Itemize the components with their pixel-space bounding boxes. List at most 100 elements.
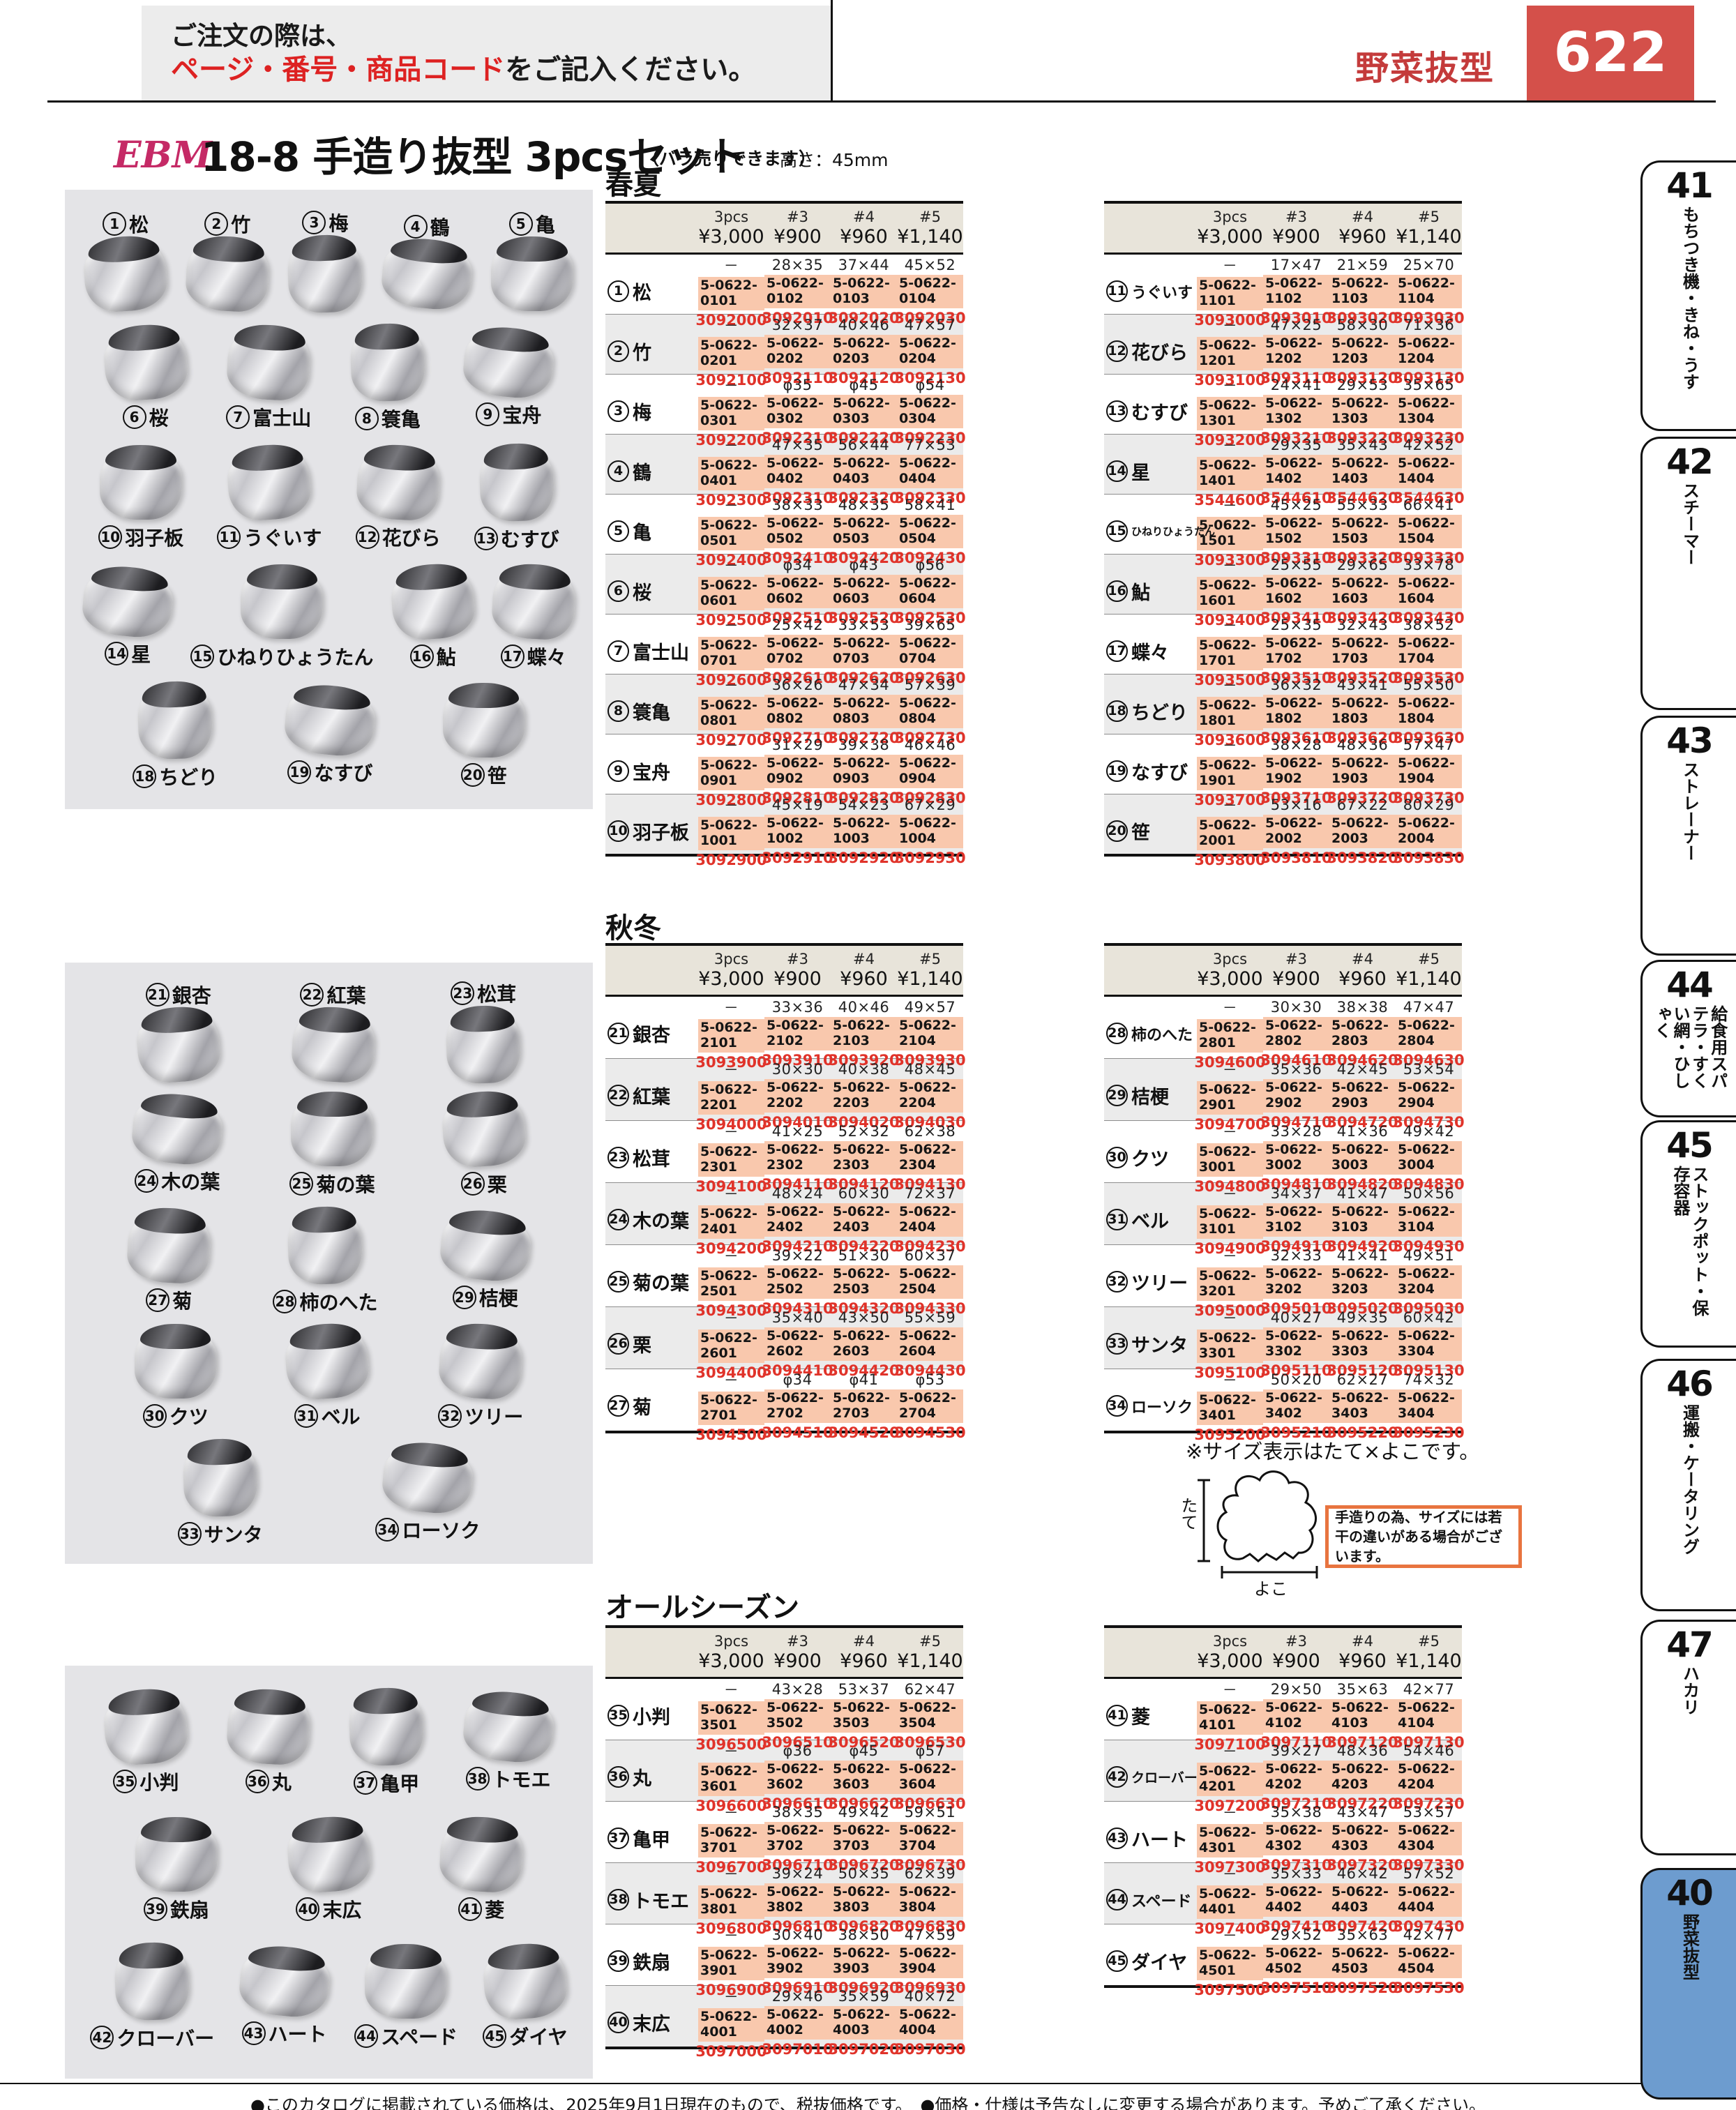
item-number: 20 xyxy=(1106,820,1128,843)
price-cell: 46×46 5-0622-0904 3092830 xyxy=(894,734,966,808)
product-code: 5-0622-1102 xyxy=(1263,275,1329,308)
photo-label-text: ちどり xyxy=(159,765,218,789)
product-code: 5-0622-0802 xyxy=(764,695,831,728)
column-qty: #4 xyxy=(1352,1633,1373,1650)
ref-code: 3092820 xyxy=(828,789,900,806)
ref-code: 3097130 xyxy=(1393,1733,1465,1751)
table-row: 30 クツ－ 5-0622-3001 3094800 33×28 5-0622-3002 3… xyxy=(1104,1120,1465,1195)
cutter-image xyxy=(481,1945,569,2021)
size-value: － xyxy=(723,797,739,814)
product-code: 5-0622-3604 xyxy=(897,1761,963,1794)
product-code: 5-0622-0603 xyxy=(831,575,897,608)
column-price: ¥960 xyxy=(840,225,888,248)
price-table-header: 3pcs ¥3,000 #3 ¥900 #4 ¥960 #5 ¥1,140 xyxy=(1104,201,1462,255)
price-cell: 48×36 5-0622-1903 3093720 xyxy=(1327,734,1398,808)
size-value: 35×63 xyxy=(1336,1927,1389,1943)
product-name: 鶴 xyxy=(633,462,651,485)
cutter-image xyxy=(287,239,364,314)
item-number: 25 xyxy=(607,1271,629,1293)
product-code: 5-0622-1003 xyxy=(831,815,897,848)
photo-label-text: 梅 xyxy=(329,212,349,236)
photo-label-text: 小判 xyxy=(139,1771,179,1795)
price-cell: 25×35 5-0622-1702 3093510 xyxy=(1260,615,1331,688)
ref-code: 3092110 xyxy=(762,369,833,386)
size-value: 49×42 xyxy=(1403,1123,1455,1140)
size-value: 35×33 xyxy=(1270,1865,1322,1882)
item-number: 20 xyxy=(460,762,485,787)
ref-code: 3097230 xyxy=(1393,1795,1465,1812)
product-code: 5-0622-1801 xyxy=(1197,697,1263,730)
column-qty: #5 xyxy=(919,209,941,226)
cutter-image xyxy=(349,327,426,403)
table-row: 27 菊－ 5-0622-2701 3094500 φ34 5-0622-2702 3094… xyxy=(605,1369,966,1443)
section-label: オールシーズン xyxy=(605,1592,799,1624)
price-cell: 43×28 5-0622-3502 3096510 xyxy=(762,1679,833,1753)
cutter-image xyxy=(379,240,474,312)
size-value: 53×37 xyxy=(838,1681,890,1698)
size-value: 53×57 xyxy=(1403,1804,1455,1821)
ref-code: 3093000 xyxy=(1194,311,1266,329)
sidebar-tab-label: もちつき機・きね・うす xyxy=(1680,206,1700,390)
ref-code: 3094900 xyxy=(1194,1239,1266,1257)
ref-code: 3094600 xyxy=(1194,1053,1266,1071)
size-value: 32×37 xyxy=(771,317,824,333)
photo-label: 19 なすび xyxy=(287,758,372,786)
size-note: ※サイズ表示はたて×よこです。 xyxy=(1186,1440,1480,1463)
product-name: 桔梗 xyxy=(1131,1087,1169,1109)
ref-code: 3095220 xyxy=(1327,1424,1398,1441)
size-value: φ34 xyxy=(783,1371,813,1388)
ref-code: 3092330 xyxy=(894,489,966,506)
product-code: 5-0622-3601 xyxy=(698,1763,764,1796)
product-code: 5-0622-1402 xyxy=(1263,455,1329,488)
ref-code: 3094700 xyxy=(1194,1115,1266,1133)
ref-code: 3093630 xyxy=(1393,729,1465,746)
column-qty: 3pcs xyxy=(1212,951,1248,968)
ref-code: 3094720 xyxy=(1327,1113,1398,1131)
size-value: 21×59 xyxy=(1336,257,1389,273)
ref-code: 3093320 xyxy=(1327,549,1398,566)
ref-code: 3093820 xyxy=(1327,849,1398,866)
item-number: 40 xyxy=(607,2012,629,2034)
size-value: 25×70 xyxy=(1403,257,1455,273)
ref-code: 3097500 xyxy=(1194,1981,1266,1998)
product-code: 5-0622-3104 xyxy=(1396,1203,1462,1237)
photo-label-text: 栗 xyxy=(487,1173,507,1196)
photo-label-text: ベル xyxy=(321,1406,361,1429)
ref-code: 3095230 xyxy=(1393,1424,1465,1441)
price-cell: 59×51 5-0622-3704 3096730 xyxy=(894,1802,965,1876)
size-value: － xyxy=(723,317,739,334)
column-header: #3 ¥900 xyxy=(1263,1628,1329,1677)
photo-label: 9 宝舟 xyxy=(476,400,541,428)
cutter-image xyxy=(137,684,214,760)
price-cell: 25×70 5-0622-1104 3093030 xyxy=(1393,255,1464,329)
column-qty: #4 xyxy=(853,1633,875,1650)
item-number: 42 xyxy=(90,2025,114,2049)
ref-code: 3544610 xyxy=(1260,489,1332,506)
photo-row: 33 サンタ 34 ローソク xyxy=(65,1442,593,1548)
product-code: 5-0622-0503 xyxy=(831,515,897,548)
ref-code: 3093830 xyxy=(1393,849,1465,866)
product-code: 5-0622-3402 xyxy=(1263,1389,1329,1423)
product-code: 5-0622-3304 xyxy=(1396,1327,1462,1361)
product-name: スペード xyxy=(1131,1892,1192,1911)
ref-code: 3094330 xyxy=(894,1299,966,1317)
product-code: 5-0622-4304 xyxy=(1396,1822,1462,1855)
ref-code: 3093610 xyxy=(1260,729,1332,746)
column-qty: #3 xyxy=(787,209,808,226)
item-number: 18 xyxy=(133,764,157,788)
photo-label-text: 竹 xyxy=(231,213,251,237)
price-cell: 49×35 5-0622-3303 3095120 xyxy=(1327,1307,1398,1381)
item-number: 28 xyxy=(273,1289,297,1313)
column-price: ¥1,140 xyxy=(897,967,963,990)
ref-code: 3096530 xyxy=(894,1733,966,1751)
column-qty: #5 xyxy=(919,1633,941,1650)
ref-code: 3092830 xyxy=(894,789,966,806)
size-diagram xyxy=(1194,1463,1334,1583)
item-number: 4 xyxy=(607,460,629,483)
ref-code: 3092610 xyxy=(762,669,833,686)
product-code: 5-0622-1403 xyxy=(1329,455,1396,488)
photo-label-text: クローバー xyxy=(116,2026,215,2050)
product-code: 5-0622-1504 xyxy=(1396,515,1462,548)
ref-code: 3094730 xyxy=(1393,1113,1465,1131)
